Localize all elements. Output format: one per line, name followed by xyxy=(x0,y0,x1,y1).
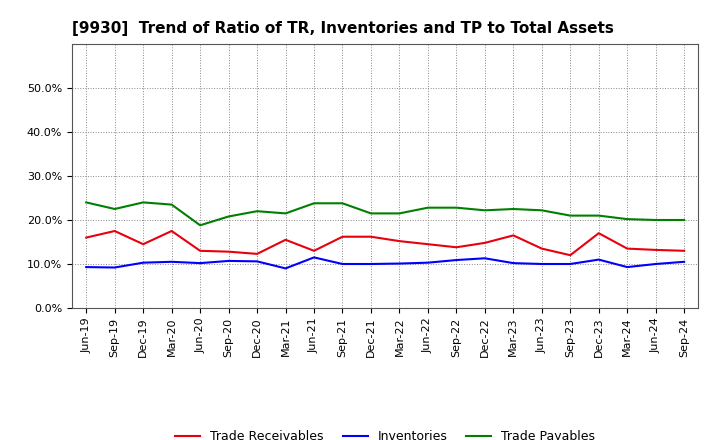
Trade Payables xyxy=(282,211,290,216)
Inventories xyxy=(196,260,204,266)
Trade Payables xyxy=(595,213,603,218)
Trade Receivables xyxy=(253,251,261,257)
Trade Payables xyxy=(509,206,518,212)
Trade Receivables xyxy=(338,234,347,239)
Trade Payables xyxy=(566,213,575,218)
Trade Payables xyxy=(366,211,375,216)
Trade Payables xyxy=(139,200,148,205)
Line: Trade Payables: Trade Payables xyxy=(86,202,684,225)
Trade Receivables xyxy=(680,248,688,253)
Trade Receivables xyxy=(225,249,233,254)
Trade Payables xyxy=(338,201,347,206)
Trade Payables xyxy=(253,209,261,214)
Trade Payables xyxy=(196,223,204,228)
Trade Receivables xyxy=(452,245,461,250)
Line: Inventories: Inventories xyxy=(86,257,684,268)
Trade Receivables xyxy=(310,248,318,253)
Trade Receivables xyxy=(480,240,489,246)
Inventories xyxy=(480,256,489,261)
Trade Receivables xyxy=(537,246,546,251)
Trade Receivables xyxy=(196,248,204,253)
Trade Receivables xyxy=(423,242,432,247)
Trade Payables xyxy=(537,208,546,213)
Inventories xyxy=(366,261,375,267)
Trade Payables xyxy=(167,202,176,207)
Trade Payables xyxy=(423,205,432,210)
Inventories xyxy=(452,257,461,263)
Trade Receivables xyxy=(167,228,176,234)
Inventories xyxy=(167,259,176,264)
Trade Payables xyxy=(225,214,233,219)
Trade Receivables xyxy=(139,242,148,247)
Inventories xyxy=(139,260,148,265)
Trade Payables xyxy=(452,205,461,210)
Inventories xyxy=(566,261,575,267)
Inventories xyxy=(509,260,518,266)
Trade Receivables xyxy=(595,231,603,236)
Text: [9930]  Trend of Ratio of TR, Inventories and TP to Total Assets: [9930] Trend of Ratio of TR, Inventories… xyxy=(72,21,614,36)
Inventories xyxy=(225,258,233,264)
Trade Receivables xyxy=(395,238,404,244)
Inventories xyxy=(82,264,91,270)
Trade Payables xyxy=(82,200,91,205)
Trade Receivables xyxy=(82,235,91,240)
Inventories xyxy=(395,261,404,266)
Inventories xyxy=(537,261,546,267)
Inventories xyxy=(423,260,432,265)
Trade Payables xyxy=(623,216,631,222)
Trade Receivables xyxy=(623,246,631,251)
Trade Receivables xyxy=(366,234,375,239)
Trade Payables xyxy=(680,217,688,223)
Inventories xyxy=(282,266,290,271)
Trade Receivables xyxy=(566,253,575,258)
Line: Trade Receivables: Trade Receivables xyxy=(86,231,684,255)
Trade Payables xyxy=(110,206,119,212)
Inventories xyxy=(338,261,347,267)
Inventories xyxy=(680,259,688,264)
Inventories xyxy=(623,264,631,270)
Legend: Trade Receivables, Inventories, Trade Payables: Trade Receivables, Inventories, Trade Pa… xyxy=(170,425,600,440)
Trade Payables xyxy=(395,211,404,216)
Inventories xyxy=(110,265,119,270)
Inventories xyxy=(310,255,318,260)
Inventories xyxy=(652,261,660,267)
Trade Payables xyxy=(652,217,660,223)
Inventories xyxy=(253,259,261,264)
Trade Payables xyxy=(310,201,318,206)
Trade Receivables xyxy=(509,233,518,238)
Inventories xyxy=(595,257,603,262)
Trade Receivables xyxy=(110,228,119,234)
Trade Payables xyxy=(480,208,489,213)
Trade Receivables xyxy=(282,237,290,242)
Trade Receivables xyxy=(652,247,660,253)
